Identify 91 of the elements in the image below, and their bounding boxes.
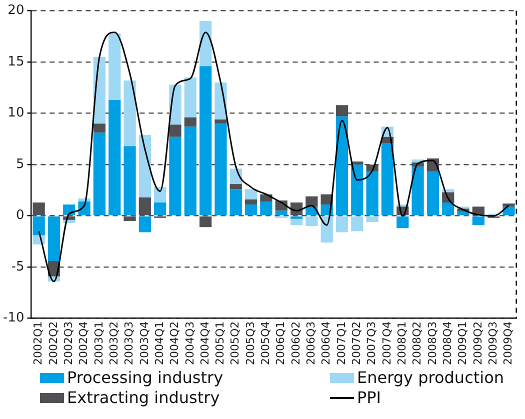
bar xyxy=(351,216,364,232)
x-tick-label: 2003Q2 xyxy=(107,321,120,366)
bar xyxy=(184,117,196,127)
bar xyxy=(230,184,242,190)
x-tick-label: 2003Q3 xyxy=(122,321,136,366)
bar xyxy=(169,136,182,216)
x-tick-label: 2005Q4 xyxy=(259,321,272,366)
bar xyxy=(412,166,424,216)
bar xyxy=(138,216,151,232)
bar xyxy=(472,216,484,226)
bar xyxy=(48,216,60,261)
bar xyxy=(244,204,258,216)
x-tick-label: 2006Q3 xyxy=(304,321,318,366)
x-tick-label: 2004Q4 xyxy=(198,321,212,366)
y-tick-label: 5 xyxy=(16,156,24,172)
x-tick-label: 2006Q2 xyxy=(289,321,302,366)
x-tick-label: 2009Q2 xyxy=(471,321,484,366)
x-tick-label: 2009Q1 xyxy=(456,321,470,366)
bar xyxy=(184,77,196,118)
y-tick-label: -10 xyxy=(3,310,24,326)
x-tick-label: 2007Q3 xyxy=(365,321,378,366)
x-tick-label: 2005Q2 xyxy=(228,321,242,366)
x-tick-label: 2003Q1 xyxy=(92,321,106,366)
bar xyxy=(290,216,303,219)
bar xyxy=(154,187,166,203)
x-tick-label: 2005Q3 xyxy=(244,321,257,366)
x-tick-label: 2007Q4 xyxy=(380,321,394,366)
bar xyxy=(426,172,440,216)
y-tick-label: 10 xyxy=(8,106,24,121)
bar xyxy=(502,206,515,216)
x-tick-label: 2008Q2 xyxy=(410,321,424,366)
bar xyxy=(320,216,333,242)
bar xyxy=(260,201,272,216)
bar xyxy=(230,189,242,216)
x-tick-label: 2008Q1 xyxy=(395,321,408,366)
legend-label: PPI xyxy=(357,388,382,408)
x-tick-label: 2007Q1 xyxy=(334,321,348,366)
bar xyxy=(366,216,378,222)
bar xyxy=(381,143,394,216)
bar xyxy=(124,80,136,146)
bar xyxy=(214,119,227,124)
bar xyxy=(244,189,258,200)
bar xyxy=(502,204,515,207)
y-tick-label: -5 xyxy=(11,259,24,274)
bar xyxy=(457,212,470,216)
bar xyxy=(214,124,227,216)
x-tick-label: 2004Q2 xyxy=(168,321,182,366)
bar xyxy=(124,146,136,216)
x-tick-label: 2005Q1 xyxy=(214,321,227,366)
x-tick-label: 2007Q2 xyxy=(350,321,364,366)
x-tick-label: 2009Q4 xyxy=(502,321,515,366)
x-tick-label: 2006Q1 xyxy=(274,321,288,366)
legend-label: Extracting industry xyxy=(67,388,220,408)
bar xyxy=(336,116,348,216)
bar xyxy=(93,132,106,216)
y-tick-label: 15 xyxy=(8,54,24,70)
x-tick-label: 2004Q1 xyxy=(152,321,166,366)
bar xyxy=(199,21,212,66)
x-tick-label: 2002Q2 xyxy=(46,321,60,366)
x-tick-label: 2002Q4 xyxy=(77,321,90,366)
y-tick-label: 0 xyxy=(16,208,24,224)
x-tick-label: 2002Q3 xyxy=(62,321,75,366)
x-tick-label: 2009Q3 xyxy=(486,321,500,366)
y-tick-label: 20 xyxy=(8,3,24,18)
x-tick-label: 2008Q4 xyxy=(440,321,454,366)
bar xyxy=(138,134,151,198)
x-tick-label: 2004Q3 xyxy=(183,321,196,366)
bar xyxy=(336,216,348,232)
bar xyxy=(244,199,258,205)
bar xyxy=(290,218,303,226)
x-tick-label: 2003Q4 xyxy=(138,321,151,366)
legend-label: Processing industry xyxy=(67,368,224,388)
bar xyxy=(184,126,196,216)
x-tick-label: 2006Q4 xyxy=(320,321,333,366)
bar xyxy=(108,100,121,216)
bar xyxy=(108,33,121,100)
bar xyxy=(351,164,364,216)
bar xyxy=(93,124,106,133)
x-tick-label: 2008Q3 xyxy=(426,321,439,366)
bar xyxy=(32,216,45,236)
bar xyxy=(442,202,454,216)
line-series xyxy=(38,32,510,282)
bar xyxy=(199,66,212,216)
bar xyxy=(306,216,318,226)
legend-label: Energy production xyxy=(357,368,504,388)
bar xyxy=(154,202,166,216)
bar xyxy=(366,172,378,216)
x-tick-label: 2002Q1 xyxy=(32,321,45,366)
bar xyxy=(169,124,182,137)
bar xyxy=(275,210,288,216)
bar xyxy=(396,216,409,228)
